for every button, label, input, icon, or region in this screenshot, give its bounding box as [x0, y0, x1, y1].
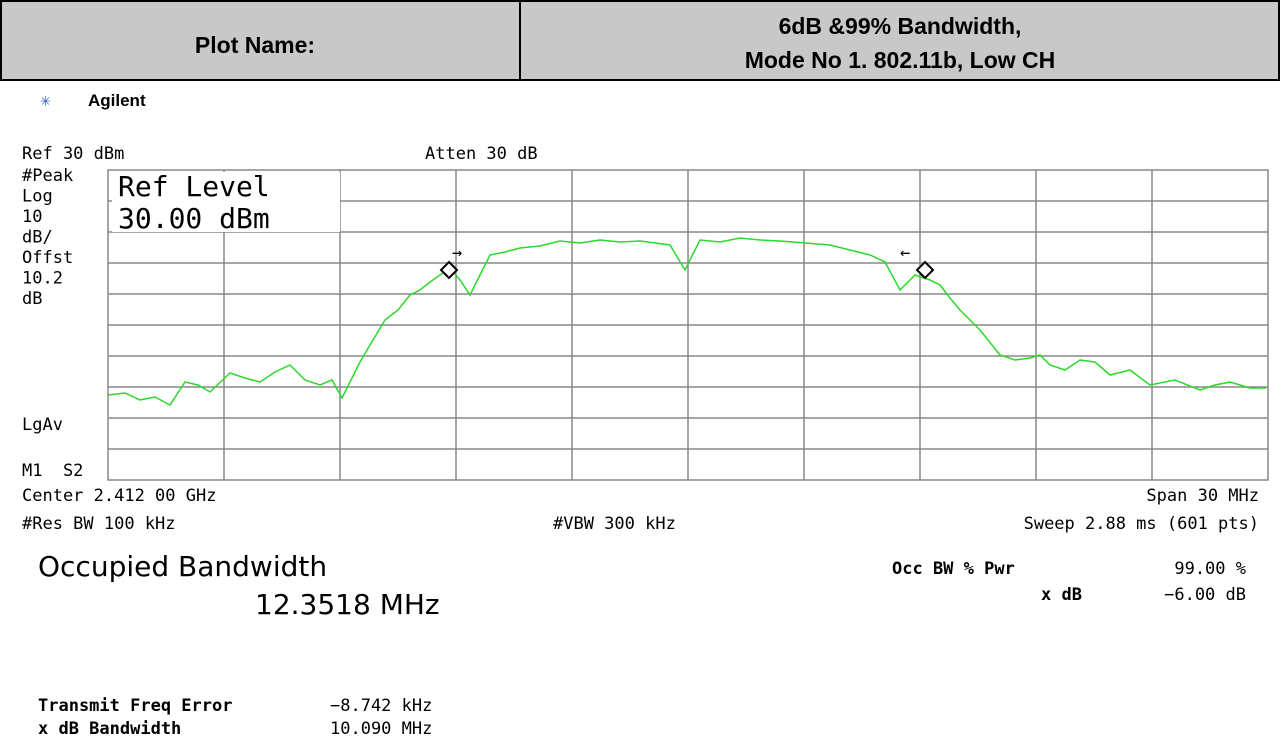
left-label: 10 — [22, 207, 42, 227]
left-label: Offst — [22, 248, 73, 268]
sweep: Sweep 2.88 ms (601 pts) — [1024, 514, 1259, 534]
occ-value: 99.00 % — [1174, 559, 1246, 579]
ref-level-value: 30.00 dBm — [118, 202, 270, 235]
ref: Ref 30 dBm — [22, 144, 124, 164]
measurement-title: Occupied Bandwidth — [38, 550, 327, 583]
left-label: #Peak — [22, 166, 73, 186]
lgav: LgAv — [22, 415, 63, 435]
marker-arrow: → — [452, 243, 462, 263]
left-label: 10.2 — [22, 269, 63, 289]
left-label: dB/ — [22, 228, 53, 248]
span: Span 30 MHz — [1146, 486, 1259, 506]
xdb-bw-value: 10.090 MHz — [330, 719, 432, 739]
center: Center 2.412 00 GHz — [22, 486, 216, 506]
marker — [439, 260, 459, 280]
left-label: dB — [22, 289, 42, 309]
res-bw: #Res BW 100 kHz — [22, 514, 176, 534]
left-label: Log — [22, 187, 53, 207]
marker — [915, 260, 935, 280]
marker-arrow: ← — [900, 243, 910, 263]
freq-error-label: Transmit Freq Error — [38, 696, 232, 716]
marker-mode: M1 S2 — [22, 461, 83, 481]
atten: Atten 30 dB — [425, 144, 538, 164]
xdb-bw-label: x dB Bandwidth — [38, 719, 181, 739]
header-label-cell — [0, 0, 521, 81]
vbw: #VBW 300 kHz — [553, 514, 676, 534]
trace — [107, 237, 1266, 406]
ref-level: Ref Level — [118, 170, 270, 203]
brand: Agilent — [88, 91, 146, 110]
header-title: Mode No 1. 802.11b, Low CH — [745, 47, 1056, 73]
xdb-label: x dB — [1041, 585, 1082, 605]
freq-error-value: −8.742 kHz — [330, 696, 432, 716]
header-title-cell — [519, 0, 1280, 81]
header-label: Plot Name: — [195, 32, 315, 58]
measurement-value: 12.3518 MHz — [255, 588, 440, 621]
header-title: 6dB &99% Bandwidth, — [779, 13, 1022, 39]
xdb-value: −6.00 dB — [1164, 585, 1246, 605]
ref-level-box — [112, 172, 340, 232]
occ-label: Occ BW % Pwr — [892, 559, 1015, 579]
brand-logo: ✳ — [40, 90, 51, 111]
